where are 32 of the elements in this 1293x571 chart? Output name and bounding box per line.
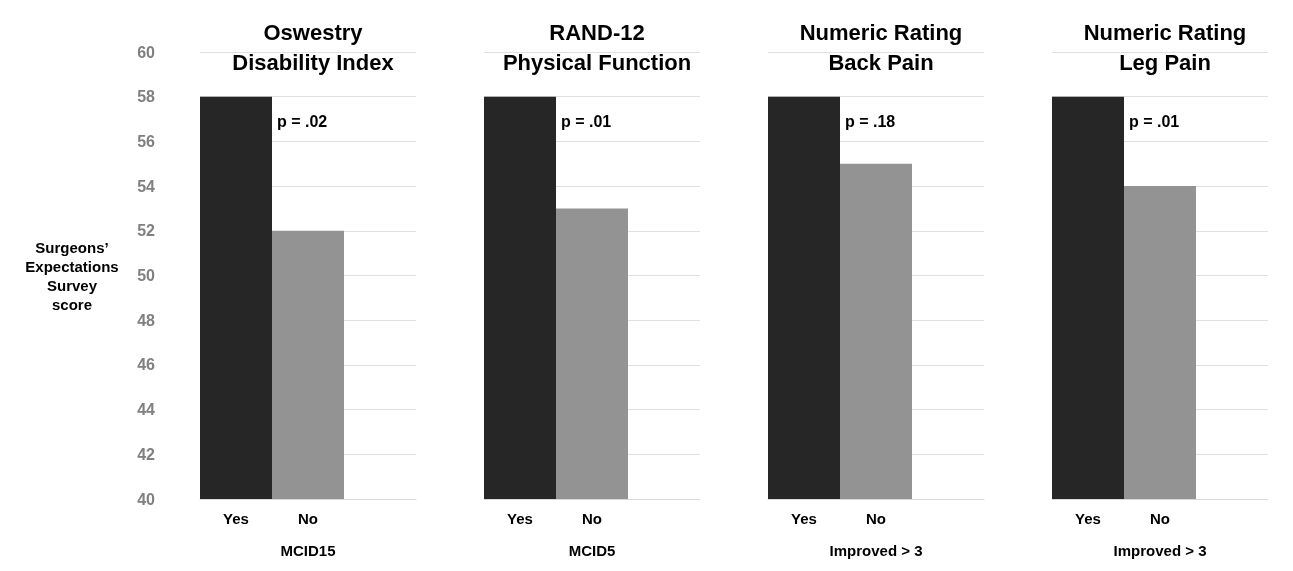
x-tick-label: Yes [507, 510, 533, 527]
y-tick-label: 60 [137, 43, 156, 61]
x-tick-label: No [1150, 510, 1170, 527]
y-tick-label: 46 [137, 356, 156, 374]
x-axis-title: Improved > 3 [829, 542, 923, 559]
y-tick-label: 58 [137, 88, 156, 106]
y-tick-label: 48 [137, 311, 156, 329]
y-tick-label: 40 [137, 490, 156, 508]
y-tick-label: 56 [137, 132, 156, 150]
y-axis-title: Surgeons’ Expectations Survey score [25, 238, 119, 313]
x-tick-label: Yes [1075, 510, 1101, 527]
annotation: p = .01 [1129, 113, 1180, 131]
chart-title: Oswestry Disability Index [232, 19, 395, 75]
chart-title: RAND-12 Physical Function [502, 19, 692, 75]
x-axis-title: Improved > 3 [1113, 542, 1207, 559]
y-tick-label: 54 [137, 177, 156, 195]
y-tick-label: 52 [137, 222, 156, 240]
y-tick-label: 44 [137, 401, 156, 419]
x-axis-title: MCID5 [568, 542, 616, 559]
chart-title: Numeric Rating Back Pain [799, 19, 963, 75]
y-tick-label: 50 [137, 267, 156, 284]
annotation: p = .01 [561, 113, 612, 131]
x-tick-label: No [582, 510, 602, 527]
annotation: p = .18 [845, 113, 896, 131]
x-tick-label: Yes [791, 510, 817, 527]
x-tick-label: Yes [223, 510, 249, 527]
x-tick-label: No [866, 510, 886, 527]
x-tick-label: No [298, 510, 318, 527]
chart-title: Numeric Rating Leg Pain [1083, 19, 1247, 75]
annotation: p = .02 [277, 113, 328, 131]
y-tick-label: 42 [137, 445, 156, 463]
x-axis-title: MCID15 [280, 542, 336, 559]
